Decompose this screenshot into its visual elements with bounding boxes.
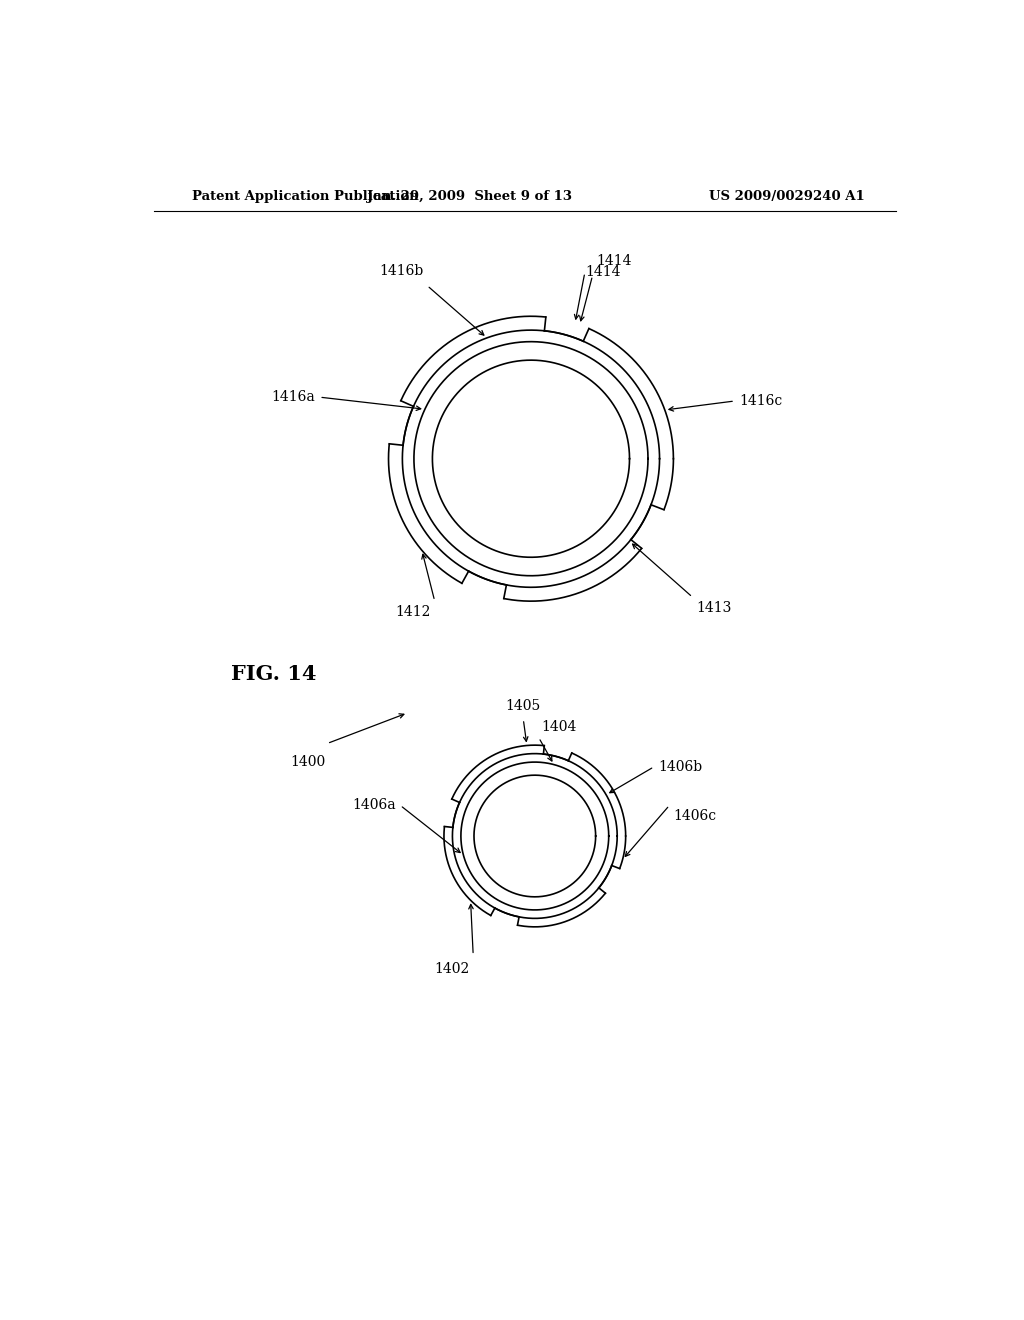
- Text: US 2009/0029240 A1: US 2009/0029240 A1: [710, 190, 865, 203]
- Text: 1416c: 1416c: [739, 393, 782, 408]
- Text: 1413: 1413: [696, 601, 732, 615]
- Text: 1406b: 1406b: [658, 760, 702, 774]
- Text: 1412: 1412: [395, 605, 431, 619]
- Text: Jan. 29, 2009  Sheet 9 of 13: Jan. 29, 2009 Sheet 9 of 13: [368, 190, 572, 203]
- Text: 1404: 1404: [541, 719, 577, 734]
- Text: 1414: 1414: [585, 265, 621, 280]
- Text: Patent Application Publication: Patent Application Publication: [193, 190, 419, 203]
- Text: FIG. 14: FIG. 14: [230, 664, 316, 684]
- Text: 1416b: 1416b: [379, 264, 423, 277]
- Text: 1406c: 1406c: [674, 809, 717, 824]
- Text: 1416a: 1416a: [271, 391, 315, 404]
- Text: 1402: 1402: [434, 961, 469, 975]
- Text: 1406a: 1406a: [352, 799, 396, 812]
- Text: 1414: 1414: [596, 253, 632, 268]
- Text: 1400: 1400: [290, 755, 326, 770]
- Text: 1405: 1405: [506, 698, 541, 713]
